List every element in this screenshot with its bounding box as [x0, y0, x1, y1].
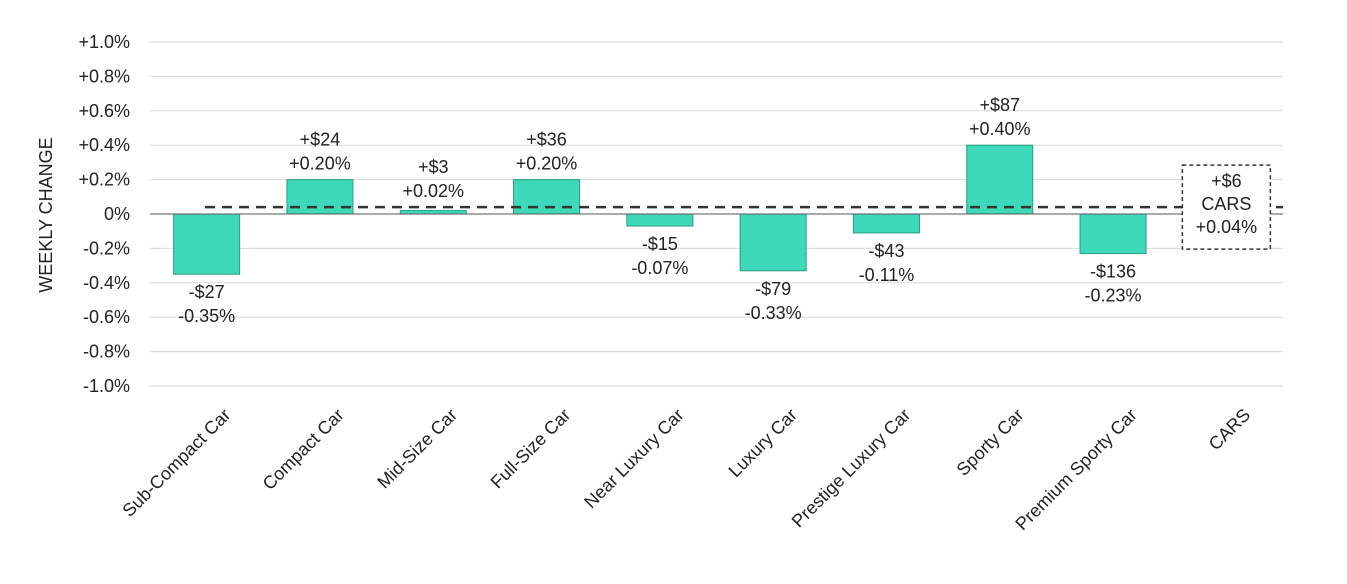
data-label-dollar: +$36	[526, 130, 567, 150]
category-label: Compact Car	[259, 405, 348, 494]
data-label-percent: -0.07%	[631, 258, 688, 278]
data-label-dollar: -$136	[1090, 262, 1136, 282]
category-label: Full-Size Car	[487, 405, 575, 493]
y-tick-label: +0.2%	[78, 170, 130, 190]
y-tick-label: -0.2%	[83, 238, 130, 258]
category-label: CARS	[1205, 405, 1255, 455]
data-label-dollar: -$15	[642, 234, 678, 254]
cars-reference-box-frame	[1181, 164, 1272, 250]
y-tick-label: -0.4%	[83, 273, 130, 293]
data-label-dollar: +$87	[979, 95, 1020, 115]
bar	[513, 179, 581, 215]
cars-reference-box: +$6 CARS +0.04%	[1181, 164, 1272, 250]
y-tick-label: 0%	[104, 204, 130, 224]
y-tick-label: -1.0%	[83, 376, 130, 396]
category-label: Near Luxury Car	[580, 405, 688, 513]
y-tick-label: +0.8%	[78, 66, 130, 86]
data-label-dollar: -$43	[868, 241, 904, 261]
bar	[852, 213, 920, 234]
y-tick-label: -0.6%	[83, 307, 130, 327]
data-label-dollar: -$27	[189, 282, 225, 302]
bars	[173, 144, 1147, 275]
y-tick-label: +0.4%	[78, 135, 130, 155]
data-label-percent: -0.11%	[859, 265, 915, 285]
category-label: Prestige Luxury Car	[788, 405, 915, 532]
y-tick-label: +0.6%	[78, 101, 130, 121]
cars-reference-dollar: +$6	[1211, 171, 1242, 191]
data-labels: -$27 -0.35% +$24 +0.20% +$3 +0.02% +$36 +0.20% -…	[178, 95, 1141, 326]
category-label: Mid-Size Car	[373, 405, 461, 493]
bar	[286, 179, 354, 215]
data-label-dollar: +$3	[418, 157, 449, 177]
data-label-dollar: -$79	[755, 279, 791, 299]
y-axis-title: WEEKLY CHANGE	[36, 137, 56, 292]
bar	[626, 213, 694, 227]
category-label: Sub-Compact Car	[118, 405, 234, 521]
y-tick-label: -0.8%	[83, 342, 130, 362]
bar	[1079, 213, 1147, 255]
category-labels: Sub-Compact Car Compact Car Mid-Size Car Fu…	[118, 405, 1254, 534]
bar	[966, 144, 1034, 215]
bar	[173, 213, 241, 275]
data-label-percent: -0.23%	[1085, 286, 1142, 306]
data-label-percent: -0.33%	[745, 303, 802, 323]
bar	[739, 213, 807, 272]
data-label-percent: +0.20%	[289, 154, 351, 174]
data-label-percent: -0.35%	[178, 306, 235, 326]
y-tick-label: +1.0%	[78, 32, 130, 52]
cars-reference-label: CARS	[1201, 194, 1251, 214]
gridlines	[150, 41, 1283, 387]
category-label: Sporty Car	[953, 405, 1028, 480]
data-label-dollar: +$24	[300, 130, 341, 150]
category-label: Premium Sporty Car	[1011, 405, 1140, 534]
category-label: Luxury Car	[725, 405, 801, 481]
data-label-percent: +0.02%	[402, 181, 464, 201]
data-label-percent: +0.20%	[516, 154, 578, 174]
bar	[399, 210, 467, 215]
data-label-percent: +0.40%	[969, 119, 1031, 139]
cars-reference-percent: +0.04%	[1196, 217, 1258, 237]
y-tick-labels: +1.0% +0.8% +0.6% +0.4% +0.2% 0% -0.2% -0.4% -0.…	[78, 32, 130, 396]
